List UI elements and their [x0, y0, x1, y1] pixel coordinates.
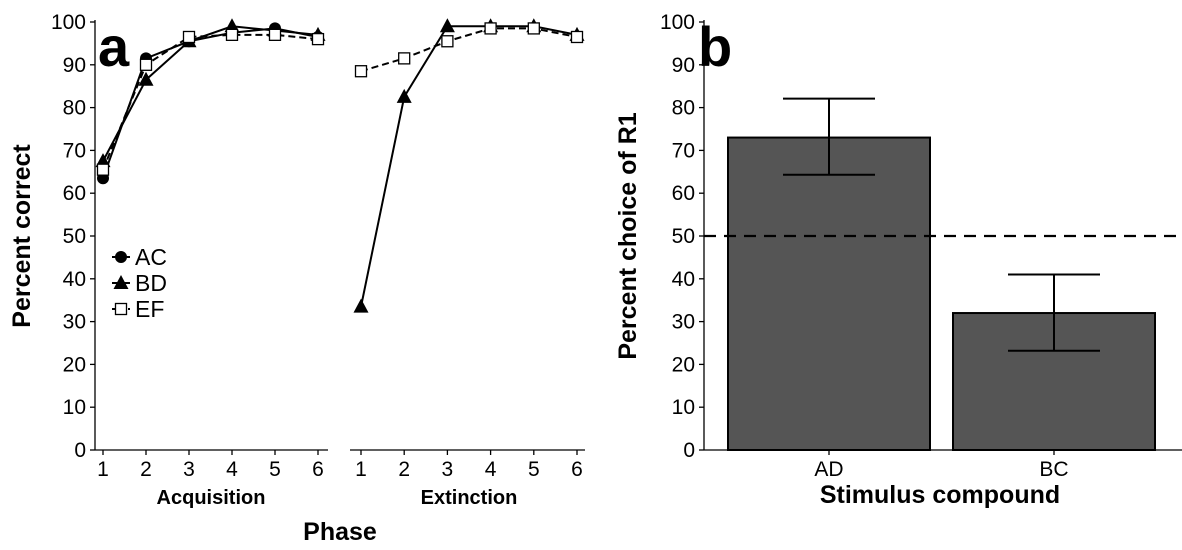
y-tick-label: 60 [63, 182, 86, 205]
panel-b-axes: 0 10 20 30 40 50 60 70 80 90 100 AD BC [660, 11, 1182, 481]
panel-a-letter: a [98, 15, 130, 78]
x-tick-label: AD [814, 458, 843, 481]
x-tick-label: 6 [312, 458, 324, 481]
series-line-ef [102, 33, 319, 171]
x-tick-label: 5 [528, 458, 540, 481]
legend-ef-label: EF [135, 296, 164, 322]
panel-a-y-axis-title: Percent correct [8, 144, 36, 328]
point-bd [439, 18, 455, 33]
y-tick-label: 60 [672, 182, 695, 205]
legend-ef-marker [114, 302, 128, 316]
panel-b-letter: b [698, 15, 732, 78]
extinction-label: Extinction [421, 487, 518, 509]
y-tick-label: 10 [672, 396, 695, 419]
y-tick-label: 80 [672, 97, 695, 120]
extinction-subplot: 1 2 3 4 5 6 [350, 18, 585, 481]
y-tick-label: 50 [63, 225, 86, 248]
x-tick-label: 1 [355, 458, 367, 481]
panel-b: 0 10 20 30 40 50 60 70 80 90 100 AD BC b Percent cho… [614, 11, 1182, 509]
point-ef [354, 65, 368, 78]
y-tick-label: 100 [660, 11, 695, 34]
y-tick-label: 70 [672, 139, 695, 162]
x-tick-label: 4 [226, 458, 238, 481]
y-tick-label: 40 [672, 268, 695, 291]
series-line-bd [360, 25, 578, 307]
x-tick-label: 3 [183, 458, 195, 481]
series-line-ac [102, 27, 319, 179]
y-tick-label: 0 [683, 439, 695, 462]
point-ef [398, 52, 411, 65]
panel-a-y-axis: 0 10 20 30 40 50 60 70 80 90 100 [51, 11, 96, 462]
point-bd [138, 71, 154, 86]
x-tick-label: 6 [571, 458, 583, 481]
y-tick-label: 100 [51, 11, 86, 34]
x-tick-label: 1 [97, 458, 109, 481]
legend-ac-label: AC [135, 244, 167, 270]
point-ef [441, 35, 454, 48]
point-ef [527, 22, 540, 35]
acquisition-subplot: 1 2 3 4 5 6 [95, 18, 328, 481]
point-bd [353, 298, 369, 313]
series-line-ef [360, 27, 578, 73]
y-tick-label: 70 [63, 139, 86, 162]
x-tick-label: 5 [269, 458, 281, 481]
legend-bd-marker [113, 275, 129, 289]
x-tick-label: 3 [442, 458, 454, 481]
y-tick-label: 80 [63, 97, 86, 120]
y-tick-label: 50 [672, 225, 695, 248]
point-ef [96, 163, 110, 176]
y-tick-label: 10 [63, 396, 86, 419]
bar-ad [727, 136, 931, 451]
y-tick-label: 0 [74, 439, 86, 462]
y-tick-label: 40 [63, 268, 86, 291]
panel-a: 0 10 20 30 40 50 60 70 80 90 100 1 2 3 4 5 6 1 2 3 4 5 6 a P… [8, 11, 585, 546]
y-tick-label: 90 [672, 54, 695, 77]
x-tick-label: 2 [140, 458, 152, 481]
legend-ac-marker [115, 251, 127, 263]
series-line-bd [102, 25, 319, 162]
point-ef [182, 30, 196, 44]
point-ef [268, 28, 282, 41]
legend-bd-label: BD [135, 270, 167, 296]
y-tick-label: 30 [672, 311, 695, 334]
point-ef [139, 58, 153, 71]
legend: AC BD EF [112, 244, 167, 322]
panel-b-x-axis-title: Stimulus compound [820, 481, 1060, 509]
point-ef [570, 30, 584, 44]
point-ef [484, 22, 497, 35]
y-tick-label: 90 [63, 54, 86, 77]
point-ef [311, 32, 325, 46]
point-ef [225, 28, 239, 41]
panel-a-x-axis-title: Phase [303, 518, 377, 546]
y-tick-label: 20 [63, 353, 86, 376]
acquisition-label: Acquisition [157, 487, 266, 509]
y-tick-label: 30 [63, 311, 86, 334]
x-tick-label: BC [1039, 458, 1068, 481]
panel-b-y-axis-title: Percent choice of R1 [614, 112, 642, 359]
x-tick-label: 2 [398, 458, 410, 481]
x-tick-label: 4 [485, 458, 497, 481]
point-bd [396, 88, 412, 103]
y-tick-label: 20 [672, 353, 695, 376]
